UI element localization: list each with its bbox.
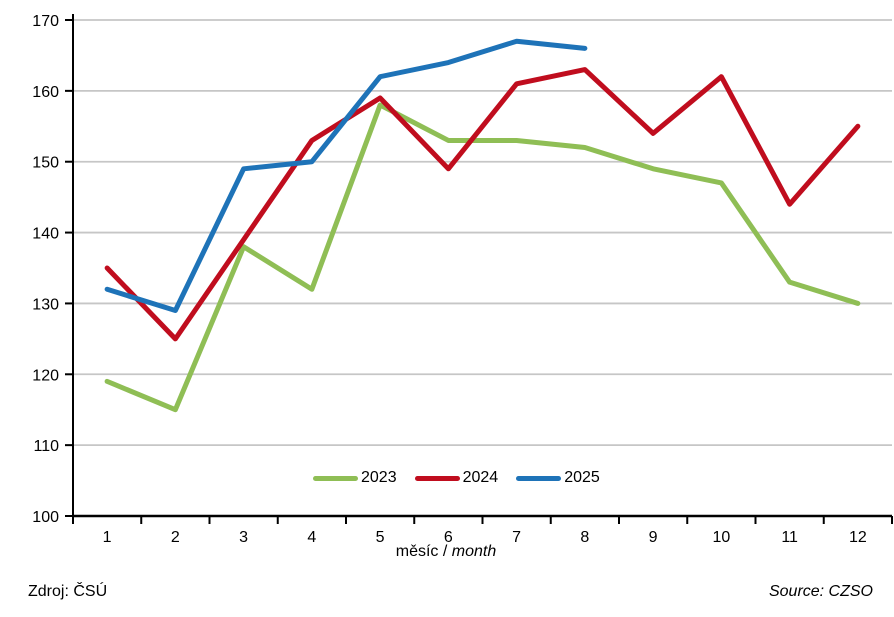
x-tick-label-4: 4 — [307, 529, 316, 546]
x-axis-title-regular: měsíc / — [395, 543, 452, 560]
series-2025-line — [104, 38, 588, 314]
x-tick-label-12: 12 — [849, 529, 867, 546]
legend-swatch-2025 — [516, 475, 562, 481]
legend-swatch-2024 — [414, 475, 460, 481]
source-note-english: Source: CZSO — [768, 583, 873, 600]
y-tick-label-120: 120 — [32, 367, 59, 384]
x-axis-title-italic: month — [451, 543, 497, 560]
legend-swatch-2023 — [313, 475, 358, 481]
legend-label-2025: 2025 — [564, 469, 600, 486]
legend-item-2024: 2024 — [414, 469, 499, 486]
x-axis-title: měsíc / month — [396, 543, 496, 561]
x-tick-label-2: 2 — [171, 529, 180, 546]
x-tick-label-1: 1 — [103, 529, 112, 546]
y-tick-label-160: 160 — [32, 84, 59, 101]
y-tick-label-150: 150 — [32, 155, 59, 172]
series-2024-line — [104, 67, 861, 342]
y-tick-label-130: 130 — [32, 296, 59, 313]
y-tick-label-100: 100 — [32, 509, 59, 526]
x-tick-label-9: 9 — [649, 529, 658, 546]
x-tick-label-7: 7 — [512, 529, 521, 546]
legend-item-2023: 2023 — [313, 470, 397, 486]
x-tick-label-10: 10 — [712, 529, 730, 546]
legend-item-2025: 2025 — [516, 470, 600, 486]
y-tick-label-140: 140 — [32, 226, 59, 243]
x-tick-label-8: 8 — [580, 529, 589, 546]
y-tick-label-170: 170 — [32, 13, 59, 30]
series-2023-line — [104, 102, 861, 413]
legend-label-2023: 2023 — [361, 469, 397, 486]
y-tick-label-110: 110 — [33, 438, 59, 455]
x-tick-label-11: 11 — [781, 529, 798, 546]
x-tick-label-3: 3 — [239, 529, 248, 546]
chart-legend: 2023 2024 2025 — [313, 470, 600, 486]
x-tick-label-5: 5 — [376, 529, 385, 546]
source-note-czech: Zdroj: ČSÚ — [28, 583, 108, 600]
legend-label-2024: 2024 — [462, 469, 499, 486]
x-tick-label-6: 6 — [444, 529, 453, 546]
